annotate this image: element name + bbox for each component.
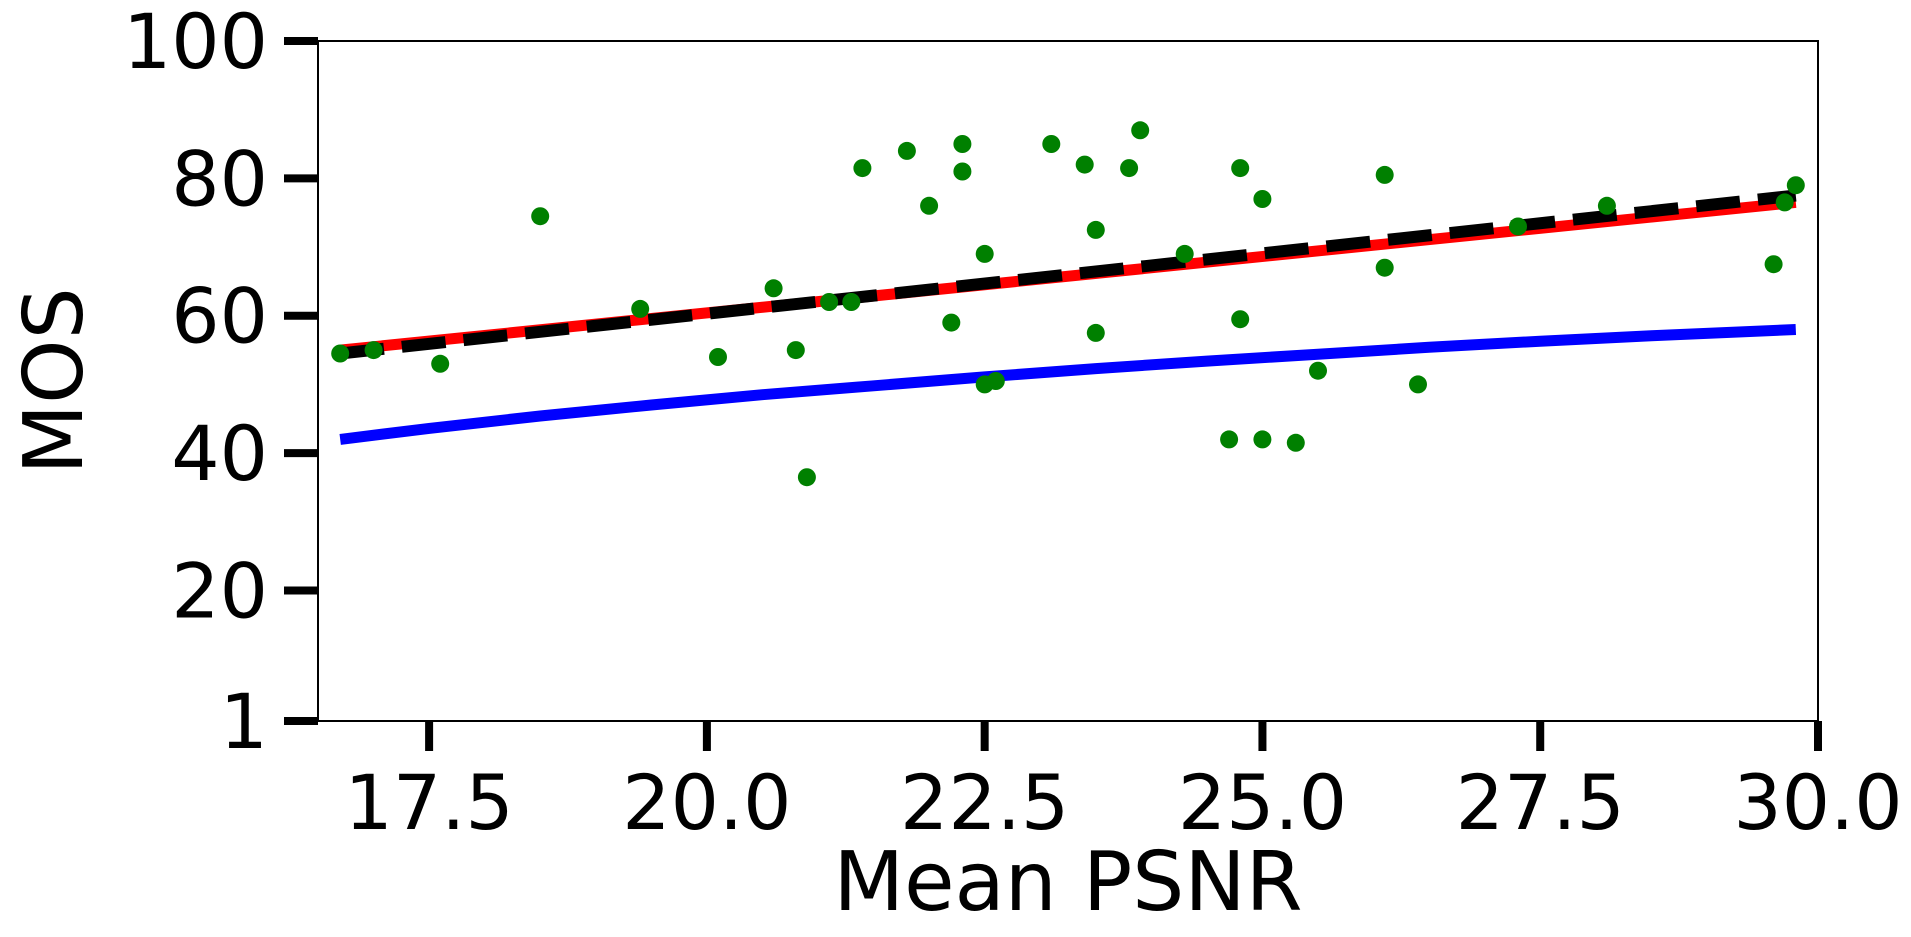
x-tick-label: 27.5 — [1456, 758, 1625, 847]
scatter-point — [942, 314, 960, 332]
plot-frame — [318, 41, 1818, 721]
scatter-point — [820, 293, 838, 311]
scatter-point — [953, 163, 971, 181]
scatter-point — [1176, 245, 1194, 263]
scatter-point — [842, 293, 860, 311]
scatter-point — [1765, 255, 1783, 273]
scatter-point — [1787, 176, 1805, 194]
scatter-point — [1120, 159, 1138, 177]
scatter-point — [1042, 135, 1060, 153]
x-tick-label: 30.0 — [1733, 758, 1902, 847]
x-tick-label: 25.0 — [1178, 758, 1347, 847]
series-line-1 — [340, 330, 1796, 440]
scatter-point — [1509, 218, 1527, 236]
scatter-point — [1220, 430, 1238, 448]
scatter-point — [1131, 121, 1149, 139]
scatter-point — [1253, 430, 1271, 448]
y-axis-label: MOS — [7, 287, 102, 474]
scatter-point — [920, 197, 938, 215]
scatter-point — [898, 142, 916, 160]
x-tick-label: 22.5 — [900, 758, 1069, 847]
scatter-point — [1087, 221, 1105, 239]
y-tick-label: 80 — [171, 134, 268, 223]
scatter-point — [1231, 159, 1249, 177]
scatter-point — [976, 245, 994, 263]
scatter-point — [1309, 362, 1327, 380]
scatter-point — [365, 341, 383, 359]
x-tick-label: 17.5 — [345, 758, 514, 847]
y-tick-label: 100 — [123, 0, 268, 86]
points-layer — [331, 121, 1805, 486]
scatter-point — [853, 159, 871, 177]
y-axis: 1 20 40 60 80 100 — [123, 0, 318, 766]
x-axis-label: Mean PSNR — [833, 835, 1302, 930]
y-tick-label: 60 — [171, 272, 268, 361]
scatter-point — [1287, 434, 1305, 452]
scatter-point — [1376, 166, 1394, 184]
scatter-point — [798, 468, 816, 486]
scatter-point — [765, 279, 783, 297]
scatter-point — [987, 372, 1005, 390]
scatter-point — [331, 345, 349, 363]
scatter-point — [709, 348, 727, 366]
scatter-point — [1087, 324, 1105, 342]
scatter-point — [953, 135, 971, 153]
y-tick-label: 1 — [220, 677, 268, 766]
scatter-point — [1253, 190, 1271, 208]
scatter-point — [1076, 156, 1094, 174]
y-tick-label: 40 — [171, 409, 268, 498]
scatter-point — [531, 207, 549, 225]
x-axis: 17.5 20.0 22.5 25.0 27.5 30.0 — [345, 721, 1903, 847]
y-tick-label: 20 — [171, 546, 268, 635]
scatter-point — [631, 300, 649, 318]
x-tick-label: 20.0 — [622, 758, 791, 847]
scatter-point — [1376, 259, 1394, 277]
scatter-point — [1598, 197, 1616, 215]
scatter-point — [1231, 310, 1249, 328]
scatter-point — [787, 341, 805, 359]
scatter-point — [1776, 193, 1794, 211]
scatter-point — [431, 355, 449, 373]
scatter-point — [1409, 375, 1427, 393]
series-layer — [340, 196, 1796, 440]
